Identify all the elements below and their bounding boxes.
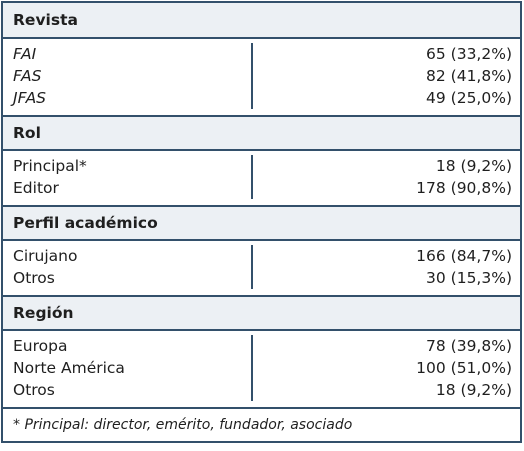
section-body-rol: Principal* Editor 18 (9,2%) 178 (90,8%) (3, 151, 520, 205)
row-value: 18 (9,2%) (435, 381, 512, 399)
label-column: Cirujano Otros (3, 245, 253, 289)
row-value: 82 (41,8%) (426, 67, 512, 85)
row-label: JFAS (13, 89, 47, 107)
label-column: FAI FAS JFAS (3, 43, 253, 109)
value-column: 18 (9,2%) 178 (90,8%) (253, 155, 520, 199)
row-value: 18 (9,2%) (435, 157, 512, 175)
label-column: Principal* Editor (3, 155, 253, 199)
row-label: Otros (13, 269, 55, 287)
row-label: Cirujano (13, 247, 78, 265)
row-value: 49 (25,0%) (426, 89, 512, 107)
row-label: Principal* (13, 157, 87, 175)
section-body-perfil: Cirujano Otros 166 (84,7%) 30 (15,3%) (3, 241, 520, 295)
row-value: 65 (33,2%) (426, 45, 512, 63)
row-value: 166 (84,7%) (416, 247, 512, 265)
row-value: 30 (15,3%) (426, 269, 512, 287)
row-label: FAS (13, 67, 42, 85)
section-header-perfil: Perfil académico (3, 205, 520, 241)
row-label: Otros (13, 381, 55, 399)
row-label: Norte América (13, 359, 125, 377)
row-label: Editor (13, 179, 59, 197)
value-column: 78 (39,8%) 100 (51,0%) 18 (9,2%) (253, 335, 520, 401)
section-title: Rol (13, 124, 41, 142)
section-header-rol: Rol (3, 115, 520, 151)
section-title: Revista (13, 11, 78, 29)
section-title: Perfil académico (13, 214, 158, 232)
row-value: 178 (90,8%) (416, 179, 512, 197)
row-label: Europa (13, 337, 68, 355)
table-footnote: * Principal: director, emérito, fundador… (3, 407, 520, 441)
section-body-revista: FAI FAS JFAS 65 (33,2%) 82 (41,8%) 49 (2… (3, 39, 520, 115)
row-label: FAI (13, 45, 37, 63)
section-body-region: Europa Norte América Otros 78 (39,8%) 10… (3, 331, 520, 407)
section-header-revista: Revista (3, 3, 520, 39)
row-value: 78 (39,8%) (426, 337, 512, 355)
label-column: Europa Norte América Otros (3, 335, 253, 401)
value-column: 166 (84,7%) 30 (15,3%) (253, 245, 520, 289)
value-column: 65 (33,2%) 82 (41,8%) 49 (25,0%) (253, 43, 520, 109)
section-header-region: Región (3, 295, 520, 331)
section-title: Región (13, 304, 74, 322)
data-table: Revista FAI FAS JFAS 65 (33,2%) 82 (41,8… (1, 1, 522, 443)
footnote-text: * Principal: director, emérito, fundador… (13, 417, 353, 433)
row-value: 100 (51,0%) (416, 359, 512, 377)
